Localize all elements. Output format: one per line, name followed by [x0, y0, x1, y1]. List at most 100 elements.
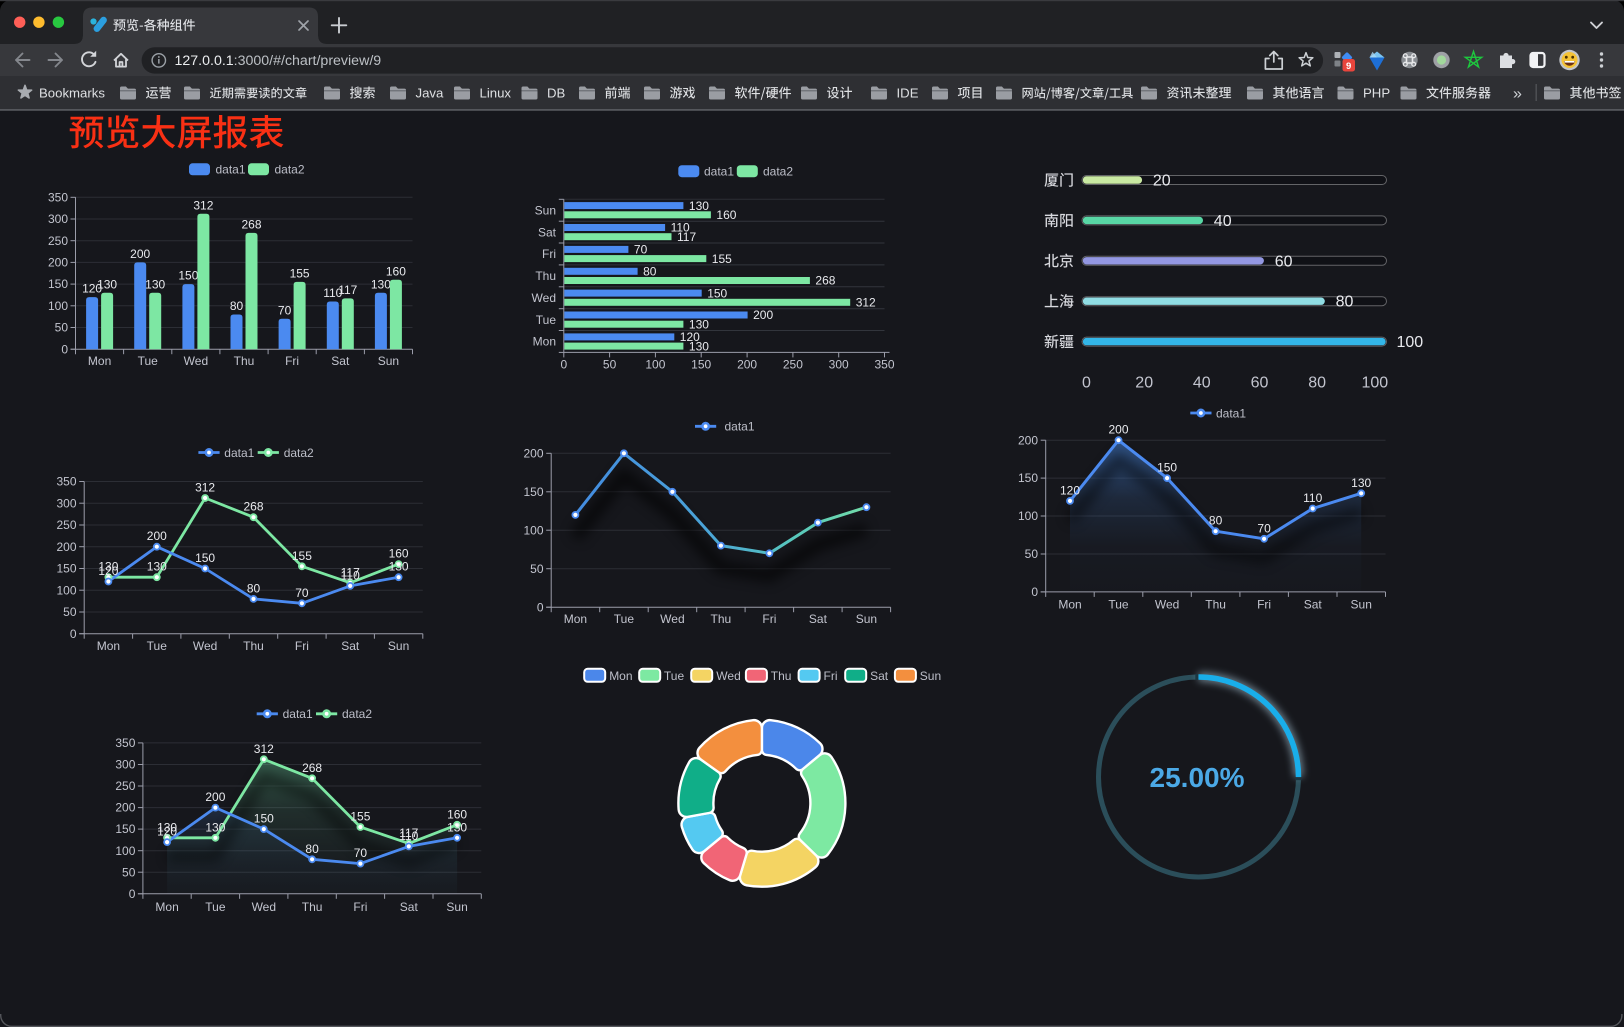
svg-text:130: 130	[447, 820, 467, 834]
svg-text:150: 150	[1157, 461, 1177, 475]
svg-text:20: 20	[1135, 375, 1153, 392]
svg-text:150: 150	[1018, 471, 1038, 485]
svg-text:data1: data1	[725, 420, 755, 434]
svg-text:50: 50	[63, 605, 77, 619]
svg-text:data1: data1	[216, 163, 246, 177]
svg-text:data1: data1	[283, 707, 313, 721]
svg-text:Sun: Sun	[378, 354, 399, 368]
svg-text:160: 160	[716, 208, 736, 222]
svg-text:150: 150	[178, 269, 198, 283]
svg-text:200: 200	[130, 247, 150, 261]
svg-text:data2: data2	[763, 165, 793, 179]
svg-text:Sun: Sun	[1351, 598, 1372, 612]
svg-text:110: 110	[1303, 491, 1322, 505]
svg-text:130: 130	[147, 560, 167, 574]
svg-text:IDE: IDE	[897, 85, 919, 100]
svg-text:300: 300	[115, 758, 135, 772]
svg-text:200: 200	[115, 801, 135, 815]
svg-text:150: 150	[56, 562, 76, 576]
svg-text:130: 130	[1351, 476, 1371, 490]
svg-text:130: 130	[371, 277, 391, 291]
svg-text:130: 130	[98, 560, 118, 574]
svg-text:80: 80	[1336, 294, 1354, 311]
svg-text:130: 130	[145, 277, 165, 291]
svg-text:Sat: Sat	[341, 639, 360, 653]
svg-text:0: 0	[560, 357, 567, 371]
svg-text:117: 117	[341, 565, 360, 579]
svg-text:Thu: Thu	[1205, 598, 1226, 612]
svg-text:110: 110	[341, 568, 360, 582]
svg-text:155: 155	[292, 549, 312, 563]
svg-text:100: 100	[523, 523, 543, 537]
svg-text:Thu: Thu	[234, 354, 255, 368]
svg-text:data1: data1	[704, 165, 734, 179]
svg-text:0: 0	[1031, 585, 1038, 599]
svg-text:110: 110	[399, 829, 418, 843]
svg-text:120: 120	[82, 282, 102, 296]
svg-text:Java: Java	[416, 85, 445, 100]
svg-text:Mon: Mon	[155, 900, 178, 914]
svg-text:PHP: PHP	[1363, 85, 1390, 100]
svg-text:150: 150	[707, 286, 727, 300]
svg-text:Mon: Mon	[564, 612, 587, 626]
svg-text:200: 200	[753, 308, 773, 322]
svg-text:150: 150	[195, 551, 215, 565]
svg-text:127.0.0.1:3000/#/chart/preview: 127.0.0.1:3000/#/chart/preview/9	[175, 53, 382, 69]
svg-text:Tue: Tue	[614, 612, 635, 626]
svg-text:Mon: Mon	[1058, 598, 1081, 612]
svg-text:100: 100	[1018, 509, 1038, 523]
svg-text:Linux: Linux	[480, 85, 512, 100]
svg-text:200: 200	[523, 446, 543, 460]
svg-text:120: 120	[98, 564, 118, 578]
svg-text:Wed: Wed	[660, 612, 684, 626]
svg-text:Sun: Sun	[920, 669, 941, 683]
svg-text:155: 155	[712, 252, 732, 266]
svg-text:Bookmarks: Bookmarks	[39, 85, 105, 100]
svg-text:Sun: Sun	[388, 639, 409, 653]
svg-text:Mon: Mon	[609, 669, 632, 683]
svg-text:Fri: Fri	[353, 900, 367, 914]
svg-text:Mon: Mon	[88, 354, 111, 368]
svg-text:Mon: Mon	[97, 639, 120, 653]
svg-text:312: 312	[254, 742, 274, 756]
svg-text:117: 117	[399, 826, 418, 840]
svg-text:312: 312	[195, 481, 215, 495]
svg-text:50: 50	[603, 357, 617, 371]
svg-text:250: 250	[115, 779, 135, 793]
svg-text:100: 100	[1361, 375, 1388, 392]
svg-text:300: 300	[829, 357, 849, 371]
svg-text:250: 250	[48, 234, 68, 248]
svg-text:130: 130	[389, 560, 409, 574]
svg-text:0: 0	[70, 627, 77, 641]
svg-text:350: 350	[115, 736, 135, 750]
svg-text:Wed: Wed	[1155, 598, 1179, 612]
svg-text:»: »	[1513, 86, 1522, 103]
svg-text:Tue: Tue	[138, 354, 159, 368]
svg-text:160: 160	[386, 264, 406, 278]
svg-text:160: 160	[389, 547, 409, 561]
svg-text:Thu: Thu	[535, 269, 556, 283]
svg-text:70: 70	[1257, 521, 1271, 535]
svg-text:150: 150	[115, 822, 135, 836]
svg-text:9: 9	[1346, 61, 1351, 72]
svg-text:200: 200	[1108, 423, 1128, 437]
svg-text:100: 100	[56, 583, 76, 597]
svg-text:50: 50	[530, 562, 544, 576]
svg-text:50: 50	[1025, 547, 1039, 561]
svg-text:Sat: Sat	[1304, 598, 1323, 612]
svg-text:150: 150	[691, 357, 711, 371]
svg-text:Tue: Tue	[147, 639, 168, 653]
svg-text:data2: data2	[275, 163, 305, 177]
svg-text:100: 100	[1397, 334, 1424, 351]
svg-text:50: 50	[122, 865, 136, 879]
svg-text:200: 200	[56, 540, 76, 554]
svg-text:Sat: Sat	[400, 900, 419, 914]
svg-text:Sun: Sun	[856, 612, 877, 626]
svg-text:data2: data2	[342, 707, 372, 721]
svg-text:200: 200	[1018, 433, 1038, 447]
svg-text:130: 130	[689, 317, 709, 331]
svg-text:Thu: Thu	[771, 669, 792, 683]
svg-text:0: 0	[129, 887, 136, 901]
svg-text:Fri: Fri	[762, 612, 776, 626]
svg-text:350: 350	[874, 357, 894, 371]
